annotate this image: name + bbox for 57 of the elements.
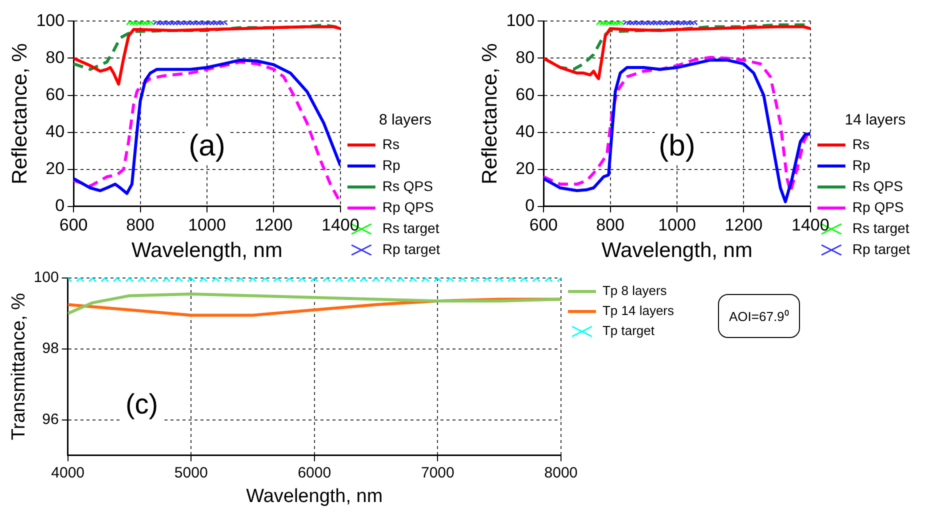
legend-label: Tp 8 layers (602, 283, 668, 298)
legend-title: 14 layers (844, 112, 906, 129)
y-tick-label: 60 (516, 84, 535, 104)
x-axis-title: Wavelength, nm (602, 239, 752, 262)
y-tick-label: 100 (34, 269, 59, 286)
annotation: (b) (658, 129, 696, 162)
y-tick-label: 0 (55, 196, 65, 216)
x-tick-label: 800 (126, 215, 154, 234)
annotation: (a) (188, 129, 226, 162)
x-tick-label: 1400 (322, 215, 360, 234)
y-axis-title: Reflectance, % (478, 43, 502, 184)
x-tick-label: 1200 (724, 215, 763, 234)
x-tick-label: 8000 (544, 464, 578, 482)
y-tick-label: 96 (42, 410, 59, 428)
legend-label: Rp (382, 156, 401, 173)
x-tick-label: 600 (59, 215, 88, 234)
x-tick-label: 7000 (420, 464, 454, 482)
y-tick-label: 60 (46, 84, 65, 104)
legend-label: Rs QPS (382, 178, 433, 194)
y-tick-label: 20 (516, 159, 535, 178)
x-tick-label: 5000 (174, 464, 208, 482)
y-tick-label: 80 (46, 48, 65, 67)
y-tick-label: 40 (46, 122, 65, 142)
x-tick-label: 1000 (188, 215, 226, 234)
y-tick-label: 100 (506, 10, 535, 30)
x-tick-label: 800 (596, 215, 624, 234)
legend-label: Rs (382, 136, 400, 152)
x-axis-title: Wavelength, nm (132, 239, 282, 262)
y-tick-label: 40 (516, 122, 535, 142)
legend-label: Tp 14 layers (602, 303, 674, 318)
y-tick-label: 20 (46, 159, 65, 178)
y-tick-label: 0 (525, 196, 535, 216)
legend-label: Rp QPS (382, 198, 434, 215)
y-tick-label: 80 (516, 48, 535, 67)
x-tick-label: 4000 (51, 464, 85, 482)
y-axis-title: Transmittance, % (8, 292, 30, 440)
y-tick-label: 98 (42, 340, 59, 358)
x-tick-label: 6000 (298, 464, 332, 482)
legend-label: Rs QPS (852, 178, 903, 194)
x-tick-label: 1400 (792, 215, 830, 234)
legend-title: 8 layers (378, 112, 432, 129)
legend-label: Rp (852, 156, 871, 173)
text: AOI=67.9⁰ (718, 294, 800, 338)
y-axis-title: Reflectance, % (8, 43, 32, 184)
x-axis-title: Wavelength, nm (246, 486, 383, 507)
legend-label: Tp target (602, 323, 655, 338)
legend-label: Rs (852, 136, 870, 152)
legend-label: Rp QPS (852, 198, 904, 215)
legend-label: Rp target (382, 240, 440, 257)
y-tick-label: 100 (36, 10, 65, 30)
annotation: (c) (125, 388, 158, 420)
legend-label: Rs target (852, 220, 910, 236)
legend-label: Rp target (852, 240, 910, 257)
legend-label: Rs target (382, 220, 440, 236)
x-tick-label: 600 (529, 215, 558, 234)
x-tick-label: 1200 (254, 215, 293, 234)
x-tick-label: 1000 (658, 215, 696, 234)
